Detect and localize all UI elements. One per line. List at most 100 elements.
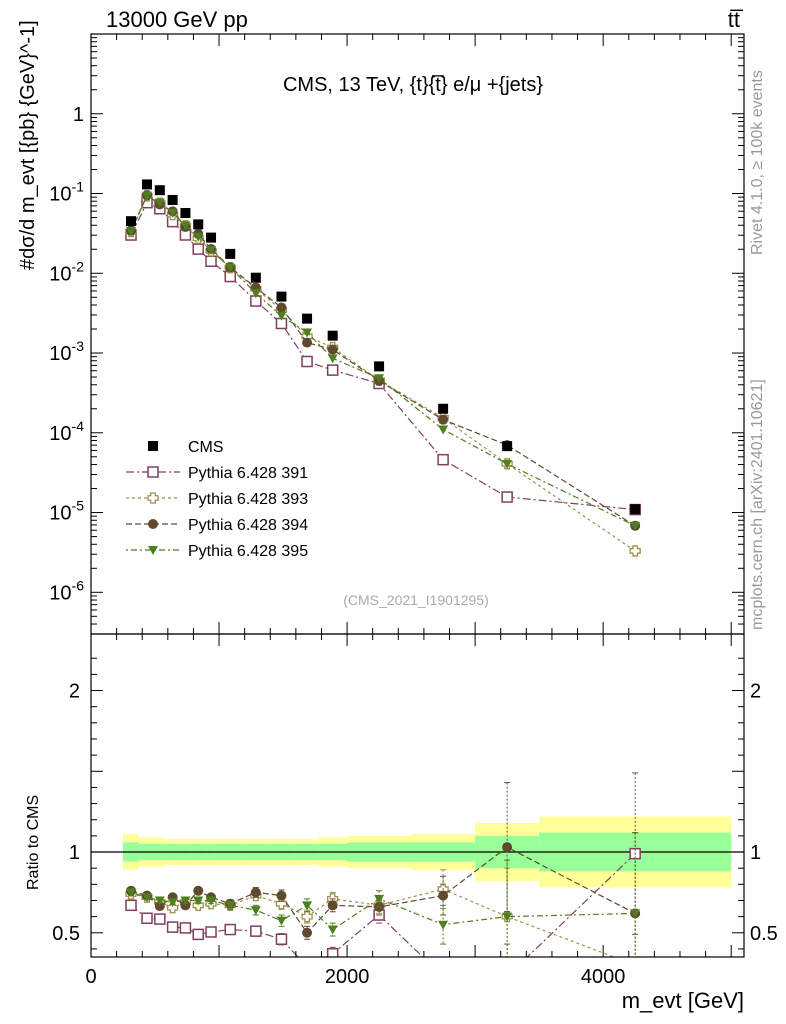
y-tick-label: 10-6 [49,577,84,604]
marker-open-square [154,913,166,925]
marker-open-square [141,912,153,924]
y-axis-label-ratio: Ratio to CMS [25,795,42,890]
marker-filled-square [154,185,165,196]
marker-filled-triangle [206,896,217,906]
marker-open-square [438,971,448,981]
marker-filled-circle [250,887,261,898]
y-axis-label-text: #dσ/d m_evt [{pb} {GeV}^-1] [17,20,39,270]
marker-filled-triangle [276,916,287,926]
marker-open-square [205,255,217,268]
marker-filled-triangle [154,896,165,906]
marker-filled-square [327,330,338,341]
marker-open-cross [301,910,313,923]
marker-filled-triangle [438,425,449,435]
marker-filled-triangle [193,896,204,906]
marker-filled-triangle [193,232,204,242]
marker-filled-triangle [630,521,641,531]
marker-open-cross [630,960,640,970]
marker-open-square [502,971,512,981]
x-axis-label: m_evt [GeV] [622,988,744,1013]
ratio-y-tick-label: 2 [69,681,80,703]
main-line-Pythia 6.428 393 [130,194,636,552]
legend-label: Pythia 6.428 393 [188,491,308,508]
marker-filled-triangle [167,208,178,218]
marker-open-square [437,453,449,466]
marker-open-square [326,364,339,376]
marker-filled-triangle [250,289,261,299]
legend: CMS Pythia 6.428 391 Pythia 6.428 393 Pythi… [126,439,308,560]
marker-filled-circle [438,890,449,901]
marker-filled-triangle [276,311,287,321]
ratio-y-tick-label-right: 2 [750,681,761,703]
legend-label: Pythia 6.428 395 [188,543,308,560]
marker-filled-square [180,207,191,218]
marker-filled-circle [148,519,158,529]
marker-filled-triangle [327,925,338,935]
ratio-band [91,816,744,888]
marker-filled-triangle [327,354,338,364]
marker-filled-square [250,272,261,283]
marker-open-cross [166,902,179,914]
marker-filled-square [502,441,513,452]
y-axis-label-main: #dσ/d m_evt [{pb} {GeV}^-1] [17,20,39,270]
ratio-line-Pythia 6.428 393 [130,888,616,957]
marker-filled-triangle [438,920,449,930]
marker-filled-square [630,504,641,515]
marker-open-square [301,355,313,368]
marker-open-square [179,922,192,934]
marker-filled-circle [327,900,338,911]
marker-filled-square [142,179,153,190]
marker-open-square [250,925,262,937]
marker-filled-square [225,248,236,259]
axes [90,33,745,958]
main-line-Pythia 6.428 394 [130,194,636,527]
marker-filled-triangle [302,328,313,338]
marker-filled-triangle [142,893,153,903]
marker-filled-triangle [126,227,137,237]
ratio-line-Pythia 6.428 391 [130,853,636,957]
marker-filled-triangle [206,245,217,255]
main-line-Pythia 6.428 395 [130,194,636,527]
marker-filled-triangle [167,898,178,908]
analysis-watermark: (CMS_2021_I1901295) [343,592,489,608]
tick-labels: 0 2000 4000 1 10-1 10-2 10-3 10-4 10-5 10-6 0.5 0.5… [49,104,778,988]
y-tick-label: 10-3 [49,338,84,365]
mcplots-label: mcplots.cern.ch [arXiv:2401.10621] [749,379,766,630]
marker-filled-triangle [374,894,385,904]
marker-filled-triangle [250,906,261,916]
marker-filled-circle [302,927,313,938]
marker-filled-square [374,361,385,372]
x-tick-label: 2000 [325,966,370,988]
ratio-frame [90,633,745,958]
marker-filled-triangle [225,901,236,911]
marker-filled-circle [327,344,338,355]
ratio-y-tick-label-right: 1 [750,842,761,864]
chart-title: CMS, 13 TeV, {t}{t̅} e/μ +{jets} [283,74,543,96]
x-tick-label: 4000 [581,966,626,988]
main-series [125,179,641,557]
marker-filled-triangle [148,546,158,555]
marker-open-square [302,962,312,972]
marker-filled-circle [276,890,287,901]
marker-filled-square [126,216,137,227]
legend-label: Pythia 6.428 394 [188,517,308,534]
marker-filled-triangle [630,909,641,919]
marker-open-square [205,926,217,938]
marker-open-square [275,933,288,945]
ratio-y-tick-label-right: 0.5 [750,923,778,945]
marker-filled-square [167,194,178,205]
header-left: 13000 GeV pp [106,7,248,32]
marker-filled-square [148,441,158,451]
legend-label: CMS [188,439,224,456]
marker-filled-triangle [502,912,513,922]
marker-filled-triangle [142,191,153,201]
marker-open-square [224,923,236,936]
y-tick-label: 1 [73,104,84,126]
marker-filled-triangle [374,374,385,384]
marker-filled-triangle [502,459,513,469]
marker-open-square [192,243,204,255]
y-tick-label: 10-1 [49,179,84,206]
marker-open-square [192,928,204,941]
legend-label: Pythia 6.428 391 [188,465,308,482]
ratio-y-tick-label: 1 [69,842,80,864]
